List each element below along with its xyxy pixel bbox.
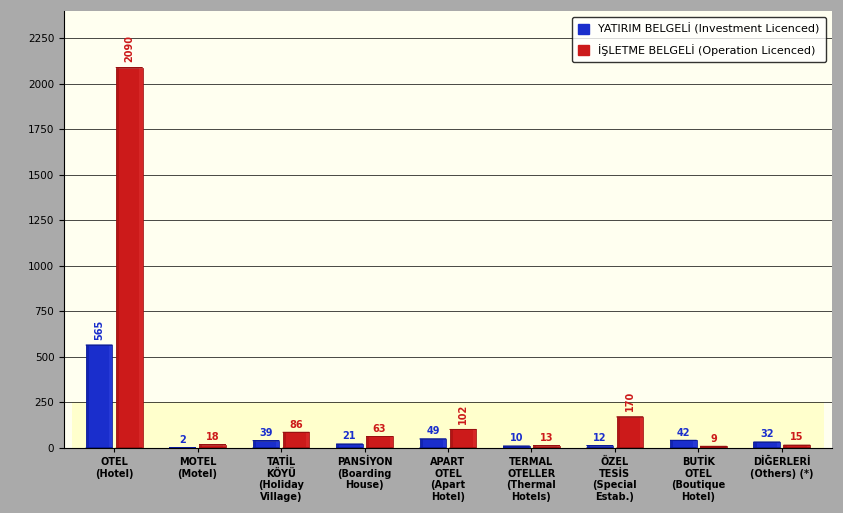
Bar [360, 444, 362, 448]
Bar [610, 446, 613, 448]
Text: 18: 18 [206, 432, 219, 442]
Bar [783, 445, 810, 448]
Bar [336, 444, 362, 448]
Bar [115, 68, 142, 448]
Text: 565: 565 [94, 320, 105, 340]
Bar [282, 432, 286, 448]
Bar [473, 429, 476, 448]
Bar [366, 437, 393, 448]
Bar [199, 445, 202, 448]
Bar [556, 445, 560, 448]
Text: 2: 2 [180, 435, 186, 445]
Text: 10: 10 [510, 433, 524, 443]
Text: 86: 86 [289, 420, 303, 429]
Bar [777, 442, 780, 448]
Bar [700, 446, 703, 448]
Text: 39: 39 [260, 428, 273, 438]
Text: 2090: 2090 [124, 35, 134, 62]
Legend: YATIRIM BELGELİ (Investment Licenced), İŞLETME BELGELİ (Operation Licenced): YATIRIM BELGELİ (Investment Licenced), İ… [572, 16, 826, 62]
Bar [115, 68, 119, 448]
Bar [587, 446, 613, 448]
Bar [694, 440, 696, 448]
Bar [86, 345, 89, 448]
Text: 13: 13 [540, 433, 553, 443]
Bar [443, 439, 446, 448]
Text: 21: 21 [343, 431, 357, 441]
Bar [754, 442, 757, 448]
Bar [277, 441, 279, 448]
Bar [527, 446, 529, 448]
Text: 12: 12 [593, 433, 607, 443]
Bar [86, 345, 112, 448]
Bar [282, 432, 309, 448]
Bar [640, 417, 643, 448]
Text: 9: 9 [710, 433, 717, 444]
Bar [253, 441, 256, 448]
Bar [670, 440, 674, 448]
Bar [533, 445, 536, 448]
Bar [503, 446, 507, 448]
Text: 15: 15 [790, 432, 803, 442]
Bar [199, 445, 226, 448]
Bar [754, 442, 780, 448]
Bar [533, 445, 560, 448]
Text: 42: 42 [677, 427, 690, 438]
Bar [449, 429, 453, 448]
Text: 170: 170 [625, 391, 635, 411]
Bar [306, 432, 309, 448]
Bar [253, 441, 279, 448]
Text: 63: 63 [373, 424, 386, 433]
Bar [616, 417, 620, 448]
Bar [700, 446, 727, 448]
Text: 102: 102 [458, 404, 468, 424]
Bar [783, 445, 787, 448]
Bar [420, 439, 423, 448]
Text: 49: 49 [427, 426, 440, 436]
Bar [366, 437, 369, 448]
Bar [807, 445, 810, 448]
Bar [449, 429, 476, 448]
Bar [420, 439, 446, 448]
Bar [336, 444, 340, 448]
Bar [587, 446, 590, 448]
Bar [110, 345, 112, 448]
Bar [616, 417, 643, 448]
Text: 32: 32 [760, 429, 774, 439]
Bar [723, 446, 727, 448]
Bar [223, 445, 226, 448]
Bar [139, 68, 142, 448]
Bar [503, 446, 529, 448]
Bar [670, 440, 696, 448]
Bar [72, 402, 824, 448]
Bar [389, 437, 393, 448]
